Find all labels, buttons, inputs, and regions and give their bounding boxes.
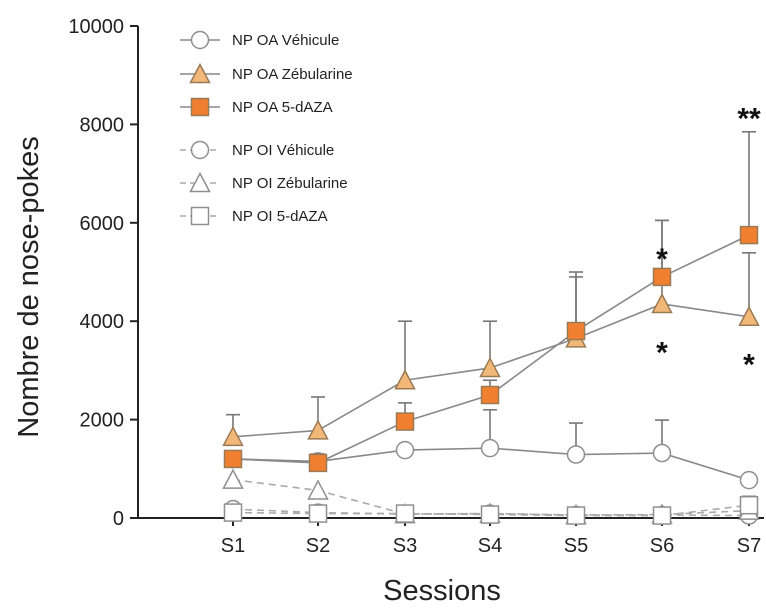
data-point bbox=[480, 385, 500, 405]
data-point bbox=[394, 369, 416, 390]
data-point bbox=[480, 505, 500, 524]
data-point bbox=[307, 479, 329, 500]
data-point bbox=[566, 506, 586, 525]
legend-label: NP OI Véhicule bbox=[232, 142, 334, 159]
data-point bbox=[566, 445, 586, 464]
y-tick-label: 8000 bbox=[80, 114, 125, 136]
data-point bbox=[223, 449, 243, 469]
x-axis-title: Sessions bbox=[383, 575, 501, 607]
data-point bbox=[395, 504, 415, 523]
x-tick-label: S1 bbox=[221, 535, 245, 557]
data-point bbox=[395, 412, 415, 431]
data-point bbox=[222, 425, 244, 447]
data-point bbox=[739, 495, 759, 515]
data-point bbox=[651, 292, 673, 314]
legend-item: NP OI Véhicule bbox=[180, 140, 334, 160]
legend-label: NP OI 5-dAZA bbox=[232, 208, 328, 225]
data-point bbox=[223, 503, 243, 522]
y-tick-label: 0 bbox=[113, 508, 124, 530]
y-tick-label: 4000 bbox=[80, 311, 125, 333]
legend-label: NP OI Zébularine bbox=[232, 175, 348, 192]
legend-label: NP OA Véhicule bbox=[232, 32, 339, 49]
data-point bbox=[739, 225, 759, 245]
legend-marker bbox=[190, 30, 210, 50]
x-tick-label: S2 bbox=[306, 535, 330, 557]
data-point bbox=[222, 468, 244, 489]
significance-star: * bbox=[743, 349, 755, 382]
data-point bbox=[739, 470, 759, 490]
legend-item: NP OA Zébularine bbox=[180, 62, 353, 84]
data-point bbox=[652, 506, 672, 525]
series-layer bbox=[222, 130, 760, 525]
data-point bbox=[479, 356, 501, 378]
data-point bbox=[308, 504, 328, 523]
legend-marker bbox=[190, 97, 210, 117]
legend-item: NP OA 5-dAZA bbox=[180, 97, 333, 117]
x-tick-label: S5 bbox=[564, 535, 588, 557]
data-point bbox=[652, 267, 672, 287]
legend-item: NP OA Véhicule bbox=[180, 30, 339, 50]
y-tick-label: 6000 bbox=[80, 213, 125, 235]
series-0 bbox=[223, 408, 759, 490]
x-tick-label: S3 bbox=[393, 535, 417, 557]
x-tick-label: S6 bbox=[650, 535, 674, 557]
y-tick-label: 2000 bbox=[80, 410, 125, 432]
legend: NP OA Véhicule NP OA Zébularine NP OA 5-dA… bbox=[180, 30, 353, 226]
data-point bbox=[652, 443, 672, 463]
legend-item: NP OI Zébularine bbox=[180, 171, 348, 193]
legend-marker bbox=[189, 62, 211, 84]
annotations: ***** bbox=[656, 103, 761, 382]
data-point bbox=[738, 305, 760, 327]
significance-star: ** bbox=[737, 103, 761, 136]
data-point bbox=[566, 321, 586, 341]
data-point bbox=[480, 438, 500, 458]
legend-label: NP OA 5-dAZA bbox=[232, 99, 333, 116]
legend-item: NP OI 5-dAZA bbox=[180, 206, 328, 226]
legend-marker bbox=[190, 140, 210, 160]
series-line bbox=[232, 234, 750, 464]
x-tick-label: S4 bbox=[478, 535, 502, 557]
legend-label: NP OA Zébularine bbox=[232, 66, 353, 83]
axes: 0 2000 4000 6000 8000 10000 S1 S2 S3 S4 S5 S6 S7 bbox=[68, 16, 764, 557]
data-point bbox=[395, 440, 415, 460]
y-axis-title: Nombre de nose-pokes bbox=[13, 136, 45, 437]
series-5 bbox=[223, 495, 759, 525]
significance-star: * bbox=[656, 243, 668, 276]
x-tick-label: S7 bbox=[737, 535, 761, 557]
data-point bbox=[308, 453, 328, 473]
legend-marker bbox=[190, 206, 210, 226]
series-2 bbox=[223, 130, 759, 473]
legend-marker bbox=[189, 171, 211, 193]
significance-star: * bbox=[656, 336, 668, 369]
series-1 bbox=[222, 219, 760, 447]
data-point bbox=[307, 419, 329, 440]
y-tick-label: 10000 bbox=[68, 16, 124, 38]
